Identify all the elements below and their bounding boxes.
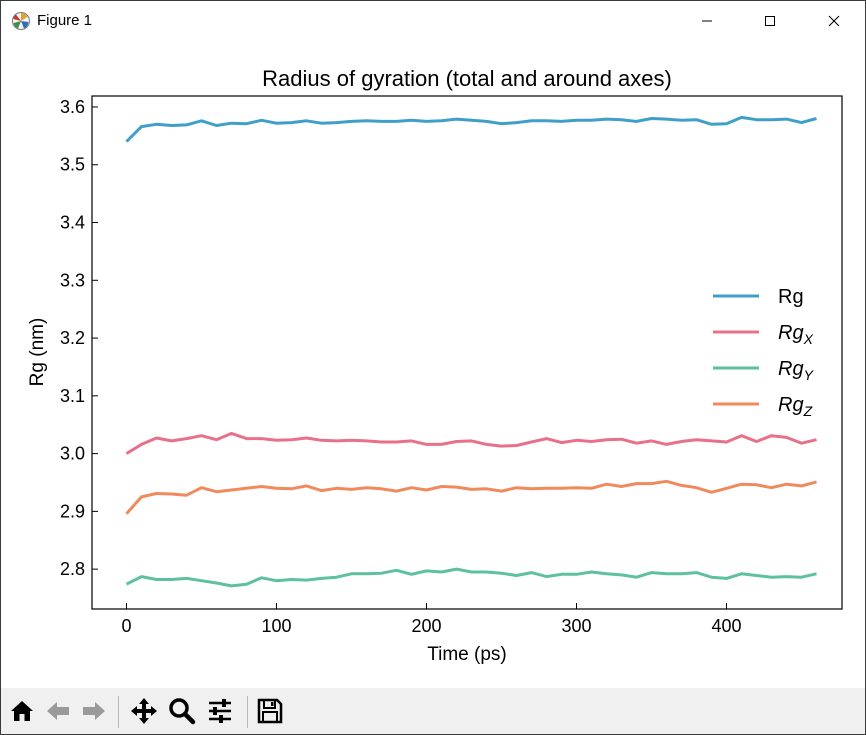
save-button[interactable] <box>255 696 285 726</box>
zoom-button[interactable] <box>167 696 197 726</box>
y-axis-ticks: 2.8 2.9 3.0 3.1 3.2 3.3 3.4 3.5 3.6 <box>60 97 98 579</box>
legend-label-main: Rg <box>778 358 804 380</box>
forward-button[interactable] <box>79 696 109 726</box>
matplotlib-logo-icon <box>11 11 31 31</box>
y-tick-label: 3.2 <box>60 328 85 348</box>
legend-label-subscript: Z <box>803 403 813 419</box>
y-tick-label: 3.3 <box>60 270 85 290</box>
back-arrow-icon <box>47 702 69 720</box>
legend-label: RgY <box>778 358 815 383</box>
window-title: Figure 1 <box>37 12 93 29</box>
y-tick-label: 3.6 <box>60 97 85 117</box>
chart-title: Radius of gyration (total and around axe… <box>262 66 672 91</box>
toolbar-separator <box>118 696 119 728</box>
x-tick-label: 400 <box>711 616 741 636</box>
series-lines <box>125 115 817 588</box>
minimize-icon <box>702 20 712 22</box>
legend-label-main: Rg <box>778 286 804 308</box>
legend-label-main: Rg <box>778 322 804 344</box>
pan-icon <box>131 698 157 724</box>
x-tick-label: 200 <box>411 616 441 636</box>
x-tick-label: 0 <box>121 616 131 636</box>
save-icon <box>257 698 283 724</box>
y-tick-label: 2.9 <box>60 501 85 521</box>
x-axis-label: Time (ps) <box>427 644 507 665</box>
pan-button[interactable] <box>129 696 159 726</box>
zoom-icon <box>169 698 196 725</box>
configure-subplots-icon <box>209 699 231 723</box>
x-tick-label: 100 <box>261 616 291 636</box>
back-button[interactable] <box>43 696 73 726</box>
x-tick-label: 300 <box>561 616 591 636</box>
x-axis-ticks: 0 100 200 300 400 <box>121 603 742 636</box>
minimize-button[interactable] <box>684 1 730 41</box>
legend-label-subscript: Y <box>804 367 815 383</box>
forward-arrow-icon <box>83 702 105 720</box>
close-button[interactable] <box>811 1 857 41</box>
configure-subplots-button[interactable] <box>205 696 235 726</box>
home-button[interactable] <box>7 696 37 726</box>
close-icon <box>828 15 840 27</box>
y-tick-label: 3.0 <box>60 444 85 464</box>
toolbar-separator <box>247 696 248 728</box>
series-line-rg-x <box>125 431 817 455</box>
navigation-toolbar <box>1 688 865 734</box>
maximize-button[interactable] <box>747 1 793 41</box>
legend-label-main: Rg <box>778 394 804 416</box>
series-line-rg-y <box>125 567 817 588</box>
legend-label: Rg <box>778 286 804 308</box>
y-tick-label: 3.4 <box>60 213 85 233</box>
plot-canvas[interactable]: Radius of gyration (total and around axe… <box>1 41 865 687</box>
rg-line-chart: Radius of gyration (total and around axe… <box>27 66 843 665</box>
legend-label-subscript: X <box>803 331 814 347</box>
y-tick-label: 3.1 <box>60 386 85 406</box>
home-icon <box>11 701 33 721</box>
legend-label: RgX <box>778 322 814 347</box>
maximize-icon <box>765 16 775 26</box>
y-tick-label: 2.8 <box>60 559 85 579</box>
series-line-rg <box>125 115 817 143</box>
title-bar[interactable]: Figure 1 <box>1 1 865 41</box>
y-axis-label: Rg (nm) <box>27 318 48 387</box>
axes-frame <box>91 95 843 610</box>
legend-label: RgZ <box>778 394 813 419</box>
y-tick-label: 3.5 <box>60 155 85 175</box>
series-line-rg-z <box>125 479 817 515</box>
